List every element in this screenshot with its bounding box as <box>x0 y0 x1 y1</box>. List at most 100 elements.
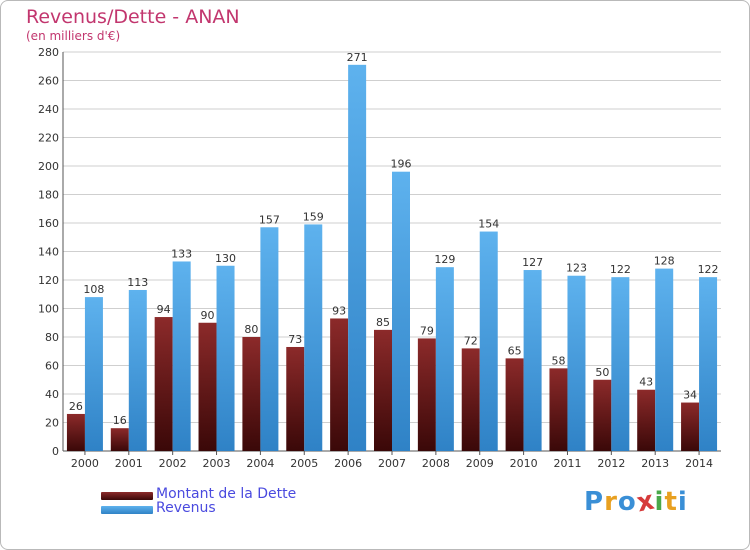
logo-letter: t <box>664 487 678 517</box>
bar-revenus <box>435 267 454 451</box>
data-label-revenus: 128 <box>654 255 675 268</box>
data-label-revenus: 123 <box>566 262 587 275</box>
y-tick-label: 240 <box>38 103 59 116</box>
data-label-revenus: 122 <box>610 263 631 276</box>
data-label-dette: 90 <box>201 309 215 322</box>
logo-letter: r <box>604 487 618 517</box>
data-label-revenus: 196 <box>391 158 412 171</box>
bar-revenus <box>84 297 103 451</box>
x-tick-label: 2007 <box>378 457 406 470</box>
bar-revenus <box>699 277 718 451</box>
x-tick-label: 2003 <box>203 457 231 470</box>
chart-subtitle: (en milliers d'€) <box>26 29 121 43</box>
y-tick-label: 100 <box>38 303 59 316</box>
logo-letter: i <box>677 487 688 517</box>
x-tick-label: 2009 <box>466 457 494 470</box>
data-label-dette: 73 <box>288 333 302 346</box>
y-tick-label: 40 <box>45 388 59 401</box>
logo-letter: o <box>617 487 637 517</box>
bar-revenus <box>348 64 367 451</box>
x-tick-label: 2011 <box>553 457 581 470</box>
y-tick-label: 60 <box>45 360 59 373</box>
proxiti-logo: Proxiti <box>584 485 688 518</box>
x-tick-label: 2006 <box>334 457 362 470</box>
data-label-revenus: 157 <box>259 213 280 226</box>
bar-revenus <box>479 231 498 451</box>
bar-revenus <box>128 289 147 451</box>
legend-label-revenus: Revenus <box>156 500 216 516</box>
logo-letter: P <box>584 487 605 517</box>
x-tick-label: 2008 <box>422 457 450 470</box>
bar-dette <box>154 317 173 451</box>
bar-dette <box>505 358 524 451</box>
x-tick-label: 2012 <box>597 457 625 470</box>
y-tick-label: 120 <box>38 274 59 287</box>
bar-dette <box>286 346 305 451</box>
legend-swatch-revenus <box>101 506 153 514</box>
data-label-revenus: 129 <box>434 253 455 266</box>
bar-revenus <box>523 270 542 451</box>
bar-dette <box>681 402 700 451</box>
data-label-revenus: 133 <box>171 247 192 260</box>
data-label-revenus: 271 <box>347 51 368 64</box>
bar-dette <box>461 348 480 451</box>
data-label-dette: 16 <box>113 414 127 427</box>
data-label-dette: 43 <box>639 376 653 389</box>
data-label-dette: 26 <box>69 400 83 413</box>
data-label-dette: 85 <box>376 316 390 329</box>
data-label-dette: 34 <box>683 389 697 402</box>
bar-revenus <box>216 265 235 451</box>
data-label-dette: 94 <box>157 303 171 316</box>
bar-revenus <box>655 268 674 451</box>
y-tick-label: 80 <box>45 331 59 344</box>
data-label-dette: 50 <box>595 366 609 379</box>
x-tick-label: 2005 <box>290 457 318 470</box>
bar-revenus <box>172 261 191 451</box>
data-label-dette: 65 <box>508 344 522 357</box>
logo-letter: i <box>654 487 665 517</box>
bar-dette <box>66 413 85 451</box>
bar-dette <box>417 338 436 451</box>
x-tick-label: 2002 <box>159 457 187 470</box>
data-label-revenus: 122 <box>698 263 719 276</box>
data-label-revenus: 127 <box>522 256 543 269</box>
x-tick-label: 2004 <box>246 457 274 470</box>
bar-dette <box>330 318 349 451</box>
y-tick-label: 200 <box>38 160 59 173</box>
y-tick-label: 160 <box>38 217 59 230</box>
bar-dette <box>242 337 261 451</box>
bar-dette <box>637 389 656 451</box>
chart-title: Revenus/Dette - ANAN <box>26 6 240 28</box>
data-label-dette: 80 <box>244 323 258 336</box>
y-tick-label: 220 <box>38 132 59 145</box>
data-label-revenus: 159 <box>303 210 324 223</box>
data-label-dette: 93 <box>332 304 346 317</box>
x-tick-label: 2014 <box>685 457 713 470</box>
legend-swatch-dette <box>101 492 153 500</box>
bar-revenus <box>392 171 410 451</box>
x-tick-label: 2000 <box>71 457 99 470</box>
bar-dette <box>549 368 568 451</box>
bar-dette <box>374 329 392 451</box>
bar-revenus <box>567 275 586 451</box>
bar-revenus <box>304 224 323 451</box>
y-tick-label: 280 <box>38 46 59 59</box>
legend-label-dette: Montant de la Dette <box>156 486 297 502</box>
y-tick-label: 260 <box>38 75 59 88</box>
bar-dette <box>593 379 612 451</box>
x-tick-label: 2001 <box>115 457 143 470</box>
data-label-dette: 58 <box>551 354 565 367</box>
y-tick-label: 140 <box>38 246 59 259</box>
data-label-dette: 72 <box>464 334 478 347</box>
data-label-revenus: 154 <box>478 218 499 231</box>
data-label-dette: 79 <box>420 324 434 337</box>
x-tick-label: 2010 <box>510 457 538 470</box>
y-tick-label: 20 <box>45 417 59 430</box>
bar-revenus <box>260 227 279 451</box>
y-tick-label: 0 <box>52 445 59 458</box>
bar-dette <box>110 428 129 451</box>
data-label-revenus: 113 <box>127 276 148 289</box>
data-label-revenus: 130 <box>215 252 236 265</box>
